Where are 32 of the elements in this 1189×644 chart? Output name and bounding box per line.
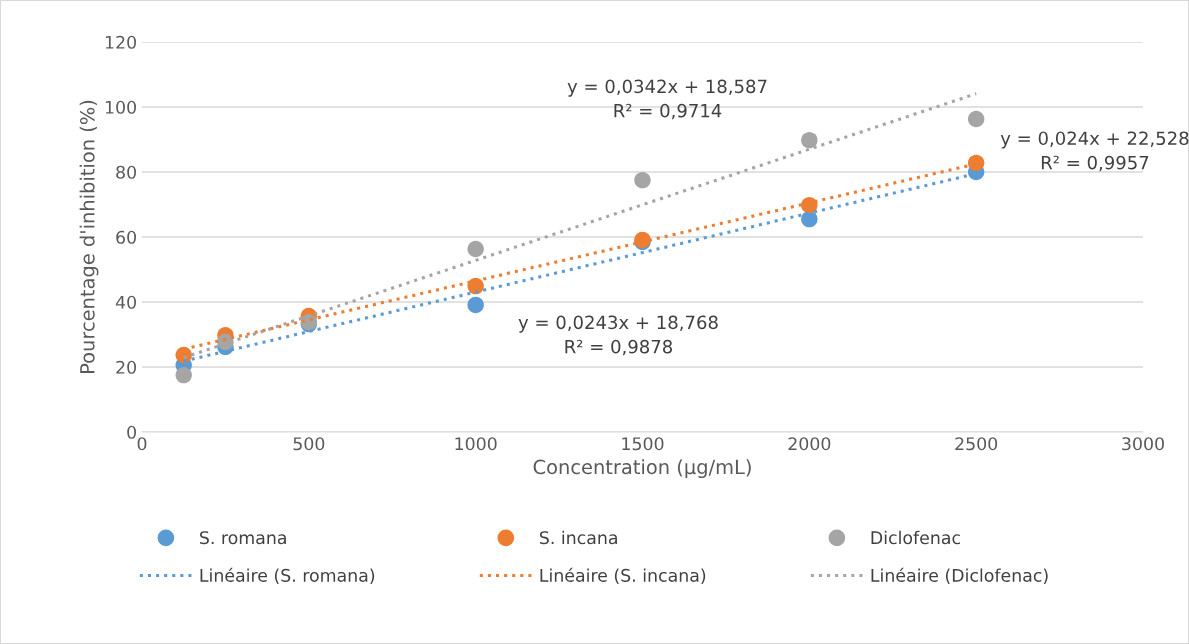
- x-tick-label: 3000: [1122, 437, 1164, 451]
- x-axis-title: Concentration (µg/mL): [533, 459, 751, 479]
- x-tick-label: 1500: [622, 437, 664, 451]
- y-tick-label: 100: [105, 100, 136, 114]
- point: [634, 171, 651, 189]
- annotation: y = 0,0342x + 18,587 R² = 0,9714: [567, 79, 767, 120]
- point: [967, 110, 985, 128]
- annotation: y = 0,024x + 22,528 R² = 0,9957: [1000, 131, 1189, 172]
- y-tick-label: 120: [105, 35, 136, 49]
- y-tick-label: 20: [116, 360, 136, 374]
- x-tick-label: 1000: [455, 437, 497, 451]
- point: [801, 131, 818, 149]
- x-tick-label: 2000: [788, 437, 831, 451]
- point: [967, 154, 985, 172]
- legend-label: Diclofenac: [871, 530, 960, 545]
- annotation: y = 0,0243x + 18,768 R² = 0,9878: [518, 315, 718, 356]
- y-tick-label: 40: [115, 295, 136, 309]
- legend-label: Linéaire (S. incana): [540, 567, 706, 584]
- legend-label: S. incana: [539, 530, 617, 545]
- legend-label: Linéaire (S. romana): [200, 567, 375, 584]
- y-tick-label: 0: [127, 425, 136, 439]
- y-tick-label: 80: [116, 165, 136, 179]
- x-tick-label: 500: [293, 437, 325, 451]
- x-tick-label: 0: [137, 437, 147, 451]
- legend-label: Linéaire (Diclofenac): [871, 567, 1048, 584]
- point: [467, 296, 484, 314]
- y-axis-title: Pourcentage d'inhibition (%): [79, 100, 99, 373]
- point: [467, 240, 484, 258]
- legend-label: S. romana: [200, 531, 286, 545]
- point: [175, 366, 192, 384]
- x-tick-label: 2500: [955, 437, 998, 451]
- y-tick-label: 60: [116, 230, 136, 244]
